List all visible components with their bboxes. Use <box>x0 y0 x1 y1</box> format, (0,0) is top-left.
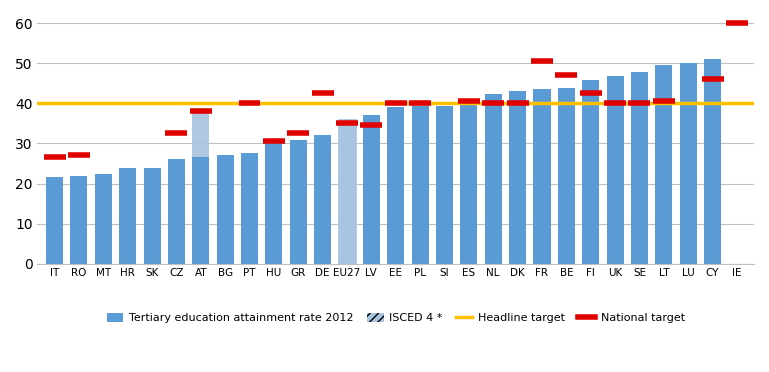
Bar <box>192 157 209 264</box>
Bar <box>461 104 478 264</box>
Bar <box>71 176 88 264</box>
Legend: Tertiary education attainment rate 2012, ISCED 4 *, Headline target, National ta: Tertiary education attainment rate 2012,… <box>102 309 689 328</box>
Bar <box>388 107 404 264</box>
Bar <box>534 89 551 264</box>
Bar <box>217 155 234 264</box>
Bar <box>655 65 672 264</box>
Bar <box>338 119 355 264</box>
Bar <box>558 88 575 264</box>
Bar <box>411 106 428 264</box>
Bar <box>631 72 648 264</box>
Bar <box>192 157 209 264</box>
Bar <box>168 160 185 264</box>
Bar <box>241 153 258 264</box>
Bar <box>436 106 453 264</box>
Bar <box>363 115 380 264</box>
Bar <box>680 63 697 264</box>
Bar <box>290 140 307 264</box>
Bar <box>704 59 721 264</box>
Bar <box>607 76 624 264</box>
Bar <box>582 80 599 264</box>
Bar <box>144 168 161 264</box>
Bar <box>192 109 209 157</box>
Bar <box>119 168 136 264</box>
Bar <box>95 174 112 264</box>
Bar <box>509 91 526 264</box>
Bar <box>46 177 63 264</box>
Bar <box>484 94 501 264</box>
Bar <box>265 142 282 264</box>
Bar <box>314 135 331 264</box>
